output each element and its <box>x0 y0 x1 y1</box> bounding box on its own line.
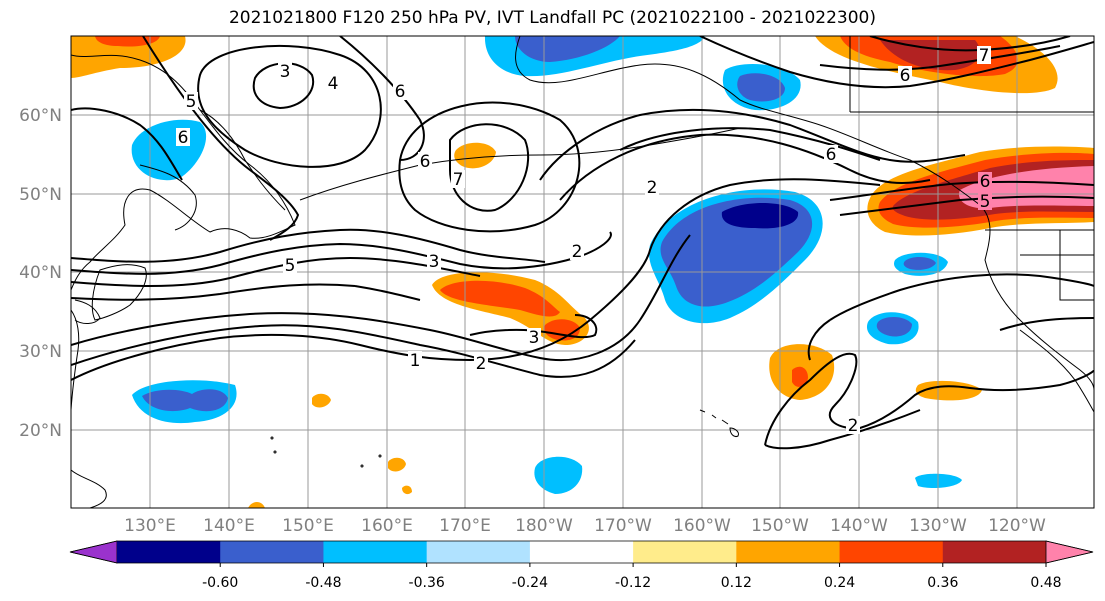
contour-label: 6 <box>420 152 431 172</box>
lat-label: 50°N <box>19 185 62 205</box>
colorbar-tick-label: -0.24 <box>512 575 548 591</box>
negative-anomaly-region <box>903 257 936 270</box>
colorbar-segment <box>1045 540 1094 564</box>
colorbar-tick-label: -0.60 <box>202 575 238 591</box>
lon-label: 150°W <box>751 516 809 536</box>
negative-anomaly-region <box>876 316 912 337</box>
colorbar-segment <box>529 541 634 563</box>
contour-label: 3 <box>429 252 440 272</box>
longitude-labels: 130°E 140°E 150°E 160°E 170°E 180°W 170°… <box>124 516 1046 536</box>
contour-label: 3 <box>280 62 291 82</box>
lat-label: 20°N <box>19 421 62 441</box>
contour-label: 5 <box>980 192 991 212</box>
negative-anomaly-region <box>515 36 620 62</box>
lat-label: 30°N <box>19 342 62 362</box>
colorbar-segment <box>220 541 324 563</box>
lon-label: 140°E <box>203 516 255 536</box>
contour-label: 4 <box>328 74 339 94</box>
contour-label: 6 <box>395 82 406 102</box>
positive-anomaly-region <box>915 380 982 401</box>
colorbar-segment <box>69 540 118 564</box>
positive-anomaly-region <box>388 457 406 472</box>
colorbar-segment <box>736 541 841 563</box>
lon-label: 170°W <box>594 516 652 536</box>
map-title: 2021021800 F120 250 hPa PV, IVT Landfall… <box>228 8 876 28</box>
contour-label: 3 <box>529 328 540 348</box>
lon-label: 160°W <box>673 516 731 536</box>
contour-label: 7 <box>453 170 464 190</box>
positive-anomaly-region <box>792 366 808 387</box>
contour-label: 5 <box>285 256 296 276</box>
colorbar-segment <box>323 541 428 563</box>
lon-label: 180°W <box>515 516 573 536</box>
contour-label: 2 <box>848 416 859 436</box>
colorbar-tick-labels: -0.60 -0.48 -0.36 -0.24 -0.12 0.12 0.24 0.36 0.4… <box>202 563 1062 591</box>
contour-label: 6 <box>900 66 911 86</box>
contour-label: 2 <box>647 178 658 198</box>
lon-label: 150°E <box>282 516 334 536</box>
lat-label: 40°N <box>19 263 62 283</box>
colorbar-segment <box>633 541 737 563</box>
contour-label: 2 <box>476 354 487 374</box>
shading-layer <box>71 36 1094 508</box>
negative-anomaly-region <box>737 73 785 102</box>
contour-label: 6 <box>980 172 991 192</box>
colorbar-segment <box>117 541 221 563</box>
colorbar-segment <box>839 541 944 563</box>
positive-anomaly-region <box>248 502 265 508</box>
coastlines <box>71 36 1094 508</box>
negative-anomaly-region <box>142 389 228 412</box>
lon-label: 120°W <box>988 516 1046 536</box>
contour-label: 6 <box>178 128 189 148</box>
colorbar-outline <box>69 540 1094 564</box>
lon-label: 130°E <box>124 516 176 536</box>
colorbar-tick-label: 0.48 <box>1030 575 1061 591</box>
positive-anomaly-region <box>312 393 331 408</box>
contour-label: 2 <box>572 242 583 262</box>
latitude-labels: 60°N 50°N 40°N 30°N 20°N <box>19 106 62 441</box>
map-frame <box>70 35 1095 509</box>
colorbar-tick-label: -0.12 <box>615 575 651 591</box>
contour-label: 6 <box>826 145 837 165</box>
negative-anomaly-region <box>721 203 799 229</box>
colorbar-segment <box>426 541 531 563</box>
lon-label: 160°E <box>361 516 413 536</box>
colorbar-tick-label: -0.36 <box>409 575 445 591</box>
positive-anomaly-region <box>880 40 980 71</box>
colorbar-tick-label: 0.12 <box>721 575 752 591</box>
lat-label: 60°N <box>19 106 62 126</box>
colorbar-tick-label: 0.24 <box>824 575 855 591</box>
positive-anomaly-region <box>440 280 560 317</box>
contour-labels: 3 4 5 6 6 6 7 2 5 3 2 3 1 2 6 7 6 6 5 2 <box>176 46 992 436</box>
colorbar-tick-label: -0.48 <box>305 575 341 591</box>
contour-label: 1 <box>410 351 421 371</box>
lon-label: 130°W <box>909 516 967 536</box>
positive-anomaly-region <box>402 485 412 495</box>
lon-label: 140°W <box>830 516 888 536</box>
colorbar <box>69 540 1094 564</box>
contour-label: 5 <box>186 92 197 112</box>
lon-label: 170°E <box>439 516 491 536</box>
negative-anomaly-region <box>534 456 583 494</box>
colorbar-tick-label: 0.36 <box>927 575 958 591</box>
pv-contours <box>71 36 1094 450</box>
graticule <box>71 36 1094 508</box>
contour-label: 7 <box>979 46 990 66</box>
colorbar-segment <box>942 541 1047 563</box>
